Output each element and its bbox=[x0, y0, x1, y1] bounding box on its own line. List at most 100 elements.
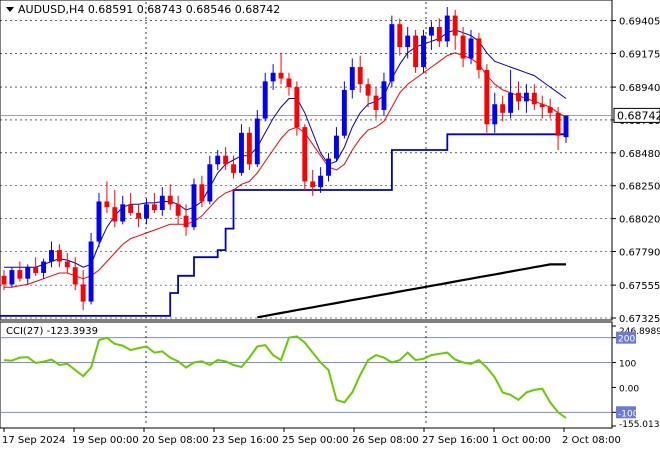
triangle-down-icon bbox=[6, 7, 14, 12]
cci-level-label-box bbox=[616, 406, 636, 419]
candle-bear bbox=[373, 95, 379, 110]
candle-bull bbox=[563, 115, 569, 138]
candle-bear bbox=[64, 261, 70, 268]
cci-title: CCI(27) -123.3939 bbox=[6, 326, 98, 337]
candle-bear bbox=[357, 67, 363, 85]
cci-tick-label: 200 bbox=[618, 335, 635, 345]
time-tick-label: 1 Oct 00:00 bbox=[492, 435, 551, 446]
candle-bull bbox=[144, 204, 149, 219]
cci-series bbox=[3, 335, 567, 419]
candle-bull bbox=[405, 35, 411, 48]
time-tick-label: 25 Sep 00:00 bbox=[282, 435, 349, 446]
candle-bear bbox=[555, 112, 561, 136]
candle-bear bbox=[183, 215, 189, 228]
candle-bull bbox=[9, 270, 15, 285]
time-tick-label: 19 Sep 00:00 bbox=[72, 435, 139, 446]
candle-bull bbox=[523, 92, 529, 102]
candle-bull bbox=[428, 27, 434, 36]
time-axis: 17 Sep 2024 19 Sep 00:00 20 Sep 08:00 23 Se… bbox=[2, 428, 621, 446]
candle-bear bbox=[246, 132, 252, 165]
candle-bull bbox=[215, 155, 221, 165]
time-tick-label: 27 Sep 16:00 bbox=[422, 435, 489, 446]
candle-bear bbox=[167, 195, 173, 205]
chart-title: AUDUSD,H4 0.68591 0.68743 0.68546 0.6874… bbox=[18, 3, 280, 16]
candle-bull bbox=[49, 250, 54, 262]
step-line bbox=[0, 133, 566, 317]
candle-bear bbox=[1, 275, 7, 285]
candle-bull bbox=[508, 92, 514, 113]
candle-bear bbox=[278, 72, 284, 79]
cci-panel-frame bbox=[0, 321, 613, 429]
candle-bull bbox=[88, 241, 94, 302]
price-tick-label: 0.67325 bbox=[619, 314, 660, 325]
candle-bear bbox=[365, 84, 371, 96]
candle-bear bbox=[223, 155, 229, 165]
candle-bull bbox=[444, 15, 450, 42]
current-price-label-group: 0.68742 bbox=[613, 107, 660, 123]
candle-bear bbox=[56, 250, 62, 262]
price-tick-label: 0.67790 bbox=[619, 248, 660, 259]
candle-bear bbox=[516, 92, 521, 102]
candle-bull bbox=[389, 24, 395, 82]
price-tick-label: 0.67555 bbox=[619, 281, 660, 292]
candle-bull bbox=[326, 158, 331, 176]
candle-bull bbox=[239, 132, 244, 173]
candle-bull bbox=[270, 72, 276, 82]
price-tick-label: 0.68480 bbox=[619, 149, 660, 160]
candle-bull bbox=[333, 135, 339, 159]
cci-level-label-box bbox=[616, 331, 636, 344]
cci-tick-label: 246.8989 bbox=[619, 327, 660, 337]
candle-bear bbox=[151, 204, 157, 211]
cci-levels bbox=[0, 337, 612, 413]
candle-bear bbox=[17, 270, 23, 279]
candle-bear bbox=[484, 69, 490, 125]
price-tick-label: 0.69405 bbox=[619, 17, 660, 28]
time-tick-label: 17 Sep 2024 bbox=[2, 435, 65, 446]
price-series bbox=[0, 29, 567, 319]
candle-bear bbox=[72, 267, 78, 285]
cci-line bbox=[3, 335, 567, 419]
candle-bull bbox=[318, 175, 324, 188]
candle-bear bbox=[294, 87, 300, 128]
price-tick-label: 0.69175 bbox=[619, 49, 660, 60]
candle-bull bbox=[341, 89, 347, 136]
candle-bear bbox=[128, 204, 134, 213]
price-tick-label: 0.68020 bbox=[619, 215, 660, 226]
time-tick-label: 2 Oct 08:00 bbox=[562, 435, 621, 446]
candle-bear bbox=[112, 207, 118, 222]
cci-vertical-markers bbox=[145, 326, 427, 426]
candle-bear bbox=[476, 38, 482, 70]
candle-bull bbox=[421, 35, 426, 68]
candle-bull bbox=[159, 195, 165, 211]
candle-bear bbox=[500, 104, 506, 113]
time-tick-label: 20 Sep 08:00 bbox=[142, 435, 209, 446]
candle-bull bbox=[349, 67, 355, 90]
cci-tick-label: 0.00 bbox=[619, 384, 639, 394]
candle-bull bbox=[120, 204, 126, 222]
candle-bear bbox=[310, 181, 316, 188]
price-grid bbox=[0, 20, 612, 319]
candle-bull bbox=[25, 267, 31, 279]
current-price-label-box bbox=[613, 107, 660, 123]
candle-bull bbox=[262, 81, 268, 119]
slow-ma-line bbox=[4, 52, 567, 288]
candle-bull bbox=[41, 261, 47, 273]
candle-bear bbox=[33, 267, 39, 273]
candle-bull bbox=[381, 81, 387, 110]
candle-bear bbox=[175, 204, 181, 216]
price-panel: AUDUSD,H4 0.68591 0.68743 0.68546 0.6874… bbox=[0, 0, 660, 325]
candle-bear bbox=[539, 104, 545, 108]
candle-bear bbox=[460, 35, 466, 59]
long-ma-line bbox=[257, 263, 566, 319]
price-panel-frame bbox=[0, 0, 613, 321]
current-price-label: 0.68742 bbox=[617, 109, 660, 122]
candle-bull bbox=[207, 164, 213, 202]
time-tick-label: 26 Sep 08:00 bbox=[352, 435, 419, 446]
time-tick-label: 23 Sep 16:00 bbox=[212, 435, 279, 446]
cci-tick-label: -155.0136 bbox=[619, 420, 660, 430]
candle-bear bbox=[547, 107, 553, 113]
candle-bear bbox=[436, 27, 442, 42]
candle-bear bbox=[199, 184, 205, 202]
candle-bull bbox=[468, 38, 474, 59]
